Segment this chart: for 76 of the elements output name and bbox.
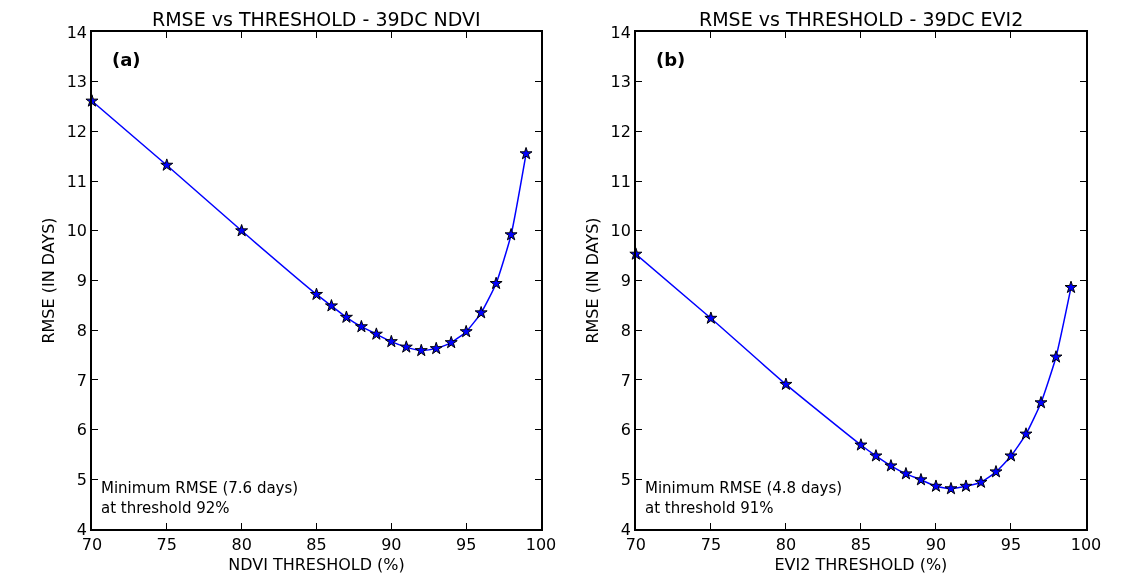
y-tick-label: 8	[620, 320, 631, 340]
point	[369, 327, 383, 340]
y-tick-label: 9	[620, 271, 631, 291]
point	[899, 467, 913, 480]
y-tick-label: 6	[620, 420, 631, 440]
point	[235, 224, 249, 237]
y-tick-label: 11	[66, 171, 87, 191]
y-tick-label: 13	[66, 72, 87, 92]
point	[504, 227, 518, 241]
point	[474, 306, 488, 319]
y-tick-label: 10	[66, 221, 87, 241]
y-tick-label: 12	[610, 122, 631, 141]
y-tick-label: 10	[610, 221, 631, 241]
point	[1034, 395, 1048, 409]
point	[459, 324, 473, 338]
x-tick-label: 95	[455, 534, 477, 554]
annotation: (a)	[112, 49, 141, 70]
y-axis-title: RMSE (IN DAYS)	[582, 217, 602, 344]
y-tick-label: 7	[620, 370, 631, 390]
point	[1064, 280, 1078, 294]
point	[414, 343, 428, 357]
point	[869, 449, 883, 462]
y-tick-label: 5	[76, 469, 87, 489]
x-tick-label: 80	[231, 534, 252, 554]
point	[974, 475, 988, 488]
point	[519, 146, 533, 160]
point	[384, 334, 398, 348]
point	[1019, 427, 1033, 440]
point	[959, 479, 973, 492]
x-tick-label: 100	[525, 534, 557, 554]
y-tick-label: 14	[66, 22, 87, 42]
x-tick-label: 100	[1070, 534, 1102, 554]
annotation: (b)	[656, 49, 686, 70]
x-axis-title: EVI2 THRESHOLD (%)	[774, 555, 948, 575]
point	[429, 341, 443, 355]
point	[989, 465, 1003, 478]
y-tick-label: 7	[76, 370, 87, 390]
point	[779, 377, 793, 390]
y-tick-label: 6	[76, 420, 87, 440]
point	[160, 158, 174, 171]
point	[354, 319, 368, 333]
point	[854, 438, 868, 451]
x-tick-label: 95	[1000, 534, 1022, 554]
y-tick-label: 8	[76, 320, 87, 340]
y-tick-label: 11	[610, 171, 631, 191]
point	[929, 479, 943, 492]
point	[1049, 350, 1063, 363]
point	[444, 335, 458, 349]
x-tick-label: 80	[775, 534, 797, 554]
x-axis-title: NDVI THRESHOLD (%)	[228, 555, 405, 575]
point	[339, 310, 353, 323]
x-tick-label: 85	[850, 534, 872, 554]
annotation: Minimum RMSE (4.8 days) at threshold 91%	[645, 479, 843, 517]
x-tick-label: 85	[306, 534, 327, 554]
y-tick-label: 5	[620, 469, 631, 489]
x-tick-label: 75	[700, 534, 722, 554]
x-tick-label: 75	[156, 534, 177, 554]
y-tick-label: 14	[610, 22, 631, 42]
point	[704, 311, 718, 324]
x-tick-label: 90	[925, 534, 947, 554]
point	[914, 473, 928, 486]
point	[489, 276, 503, 290]
point	[309, 287, 323, 301]
x-tick-label: 90	[381, 534, 402, 554]
point	[884, 459, 898, 472]
y-axis-title: RMSE (IN DAYS)	[39, 217, 59, 344]
y-tick-label: 9	[76, 271, 87, 291]
chart-title: RMSE vs THRESHOLD - 39DC NDVI	[152, 8, 481, 30]
point	[1004, 449, 1018, 462]
point	[944, 481, 958, 495]
point	[324, 299, 338, 312]
point	[399, 340, 413, 353]
y-tick-label: 13	[610, 72, 631, 92]
y-tick-label: 12	[66, 122, 87, 141]
chart-title: RMSE vs THRESHOLD - 39DC EVI2	[699, 8, 1024, 30]
annotation: Minimum RMSE (7.6 days) at threshold 92%	[101, 479, 299, 517]
